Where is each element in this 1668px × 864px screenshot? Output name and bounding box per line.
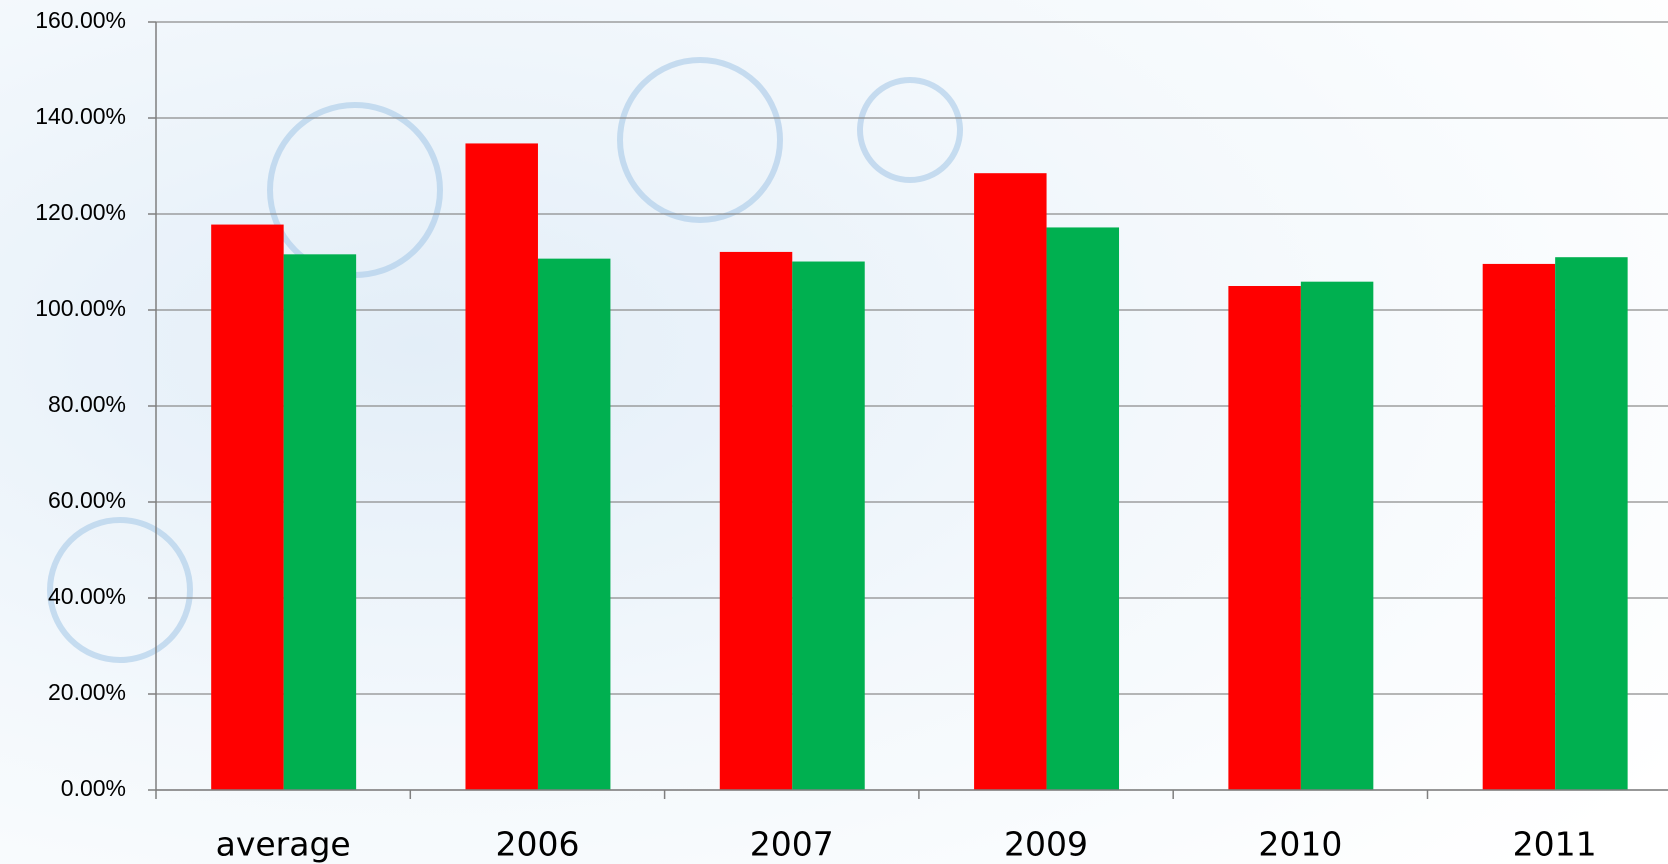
x-tick-label: 2007 (750, 825, 834, 864)
bar (465, 143, 537, 790)
bar (211, 225, 283, 790)
x-tick-label: average (216, 825, 351, 864)
bar (720, 252, 792, 790)
y-tick-label: 40.00% (48, 583, 126, 609)
bar (538, 259, 610, 790)
x-tick-label: 2006 (495, 825, 579, 864)
y-tick-label: 20.00% (48, 679, 126, 705)
bar (284, 254, 356, 790)
bar (1483, 264, 1555, 790)
bar (1555, 257, 1627, 790)
y-tick-label: 60.00% (48, 487, 126, 513)
x-tick-label: 2011 (1513, 825, 1597, 864)
y-tick-label: 0.00% (61, 775, 126, 801)
y-tick-label: 140.00% (35, 103, 126, 129)
y-tick-label: 120.00% (35, 199, 126, 225)
y-tick-label: 160.00% (35, 7, 126, 33)
x-tick-label: 2010 (1258, 825, 1342, 864)
page: {"chart_data": {"type": "bar", "categori… (0, 0, 1668, 864)
bar (1228, 286, 1300, 790)
bar (974, 173, 1046, 790)
y-tick-label: 80.00% (48, 391, 126, 417)
bar (792, 262, 864, 790)
chart: 0.00% 20.00% 40.00% 60.00% 80.00% 100.00% 120.… (0, 0, 1668, 864)
bar (1301, 282, 1373, 790)
bar (1047, 227, 1119, 790)
y-tick-label: 100.00% (35, 295, 126, 321)
x-tick-label: 2009 (1004, 825, 1088, 864)
